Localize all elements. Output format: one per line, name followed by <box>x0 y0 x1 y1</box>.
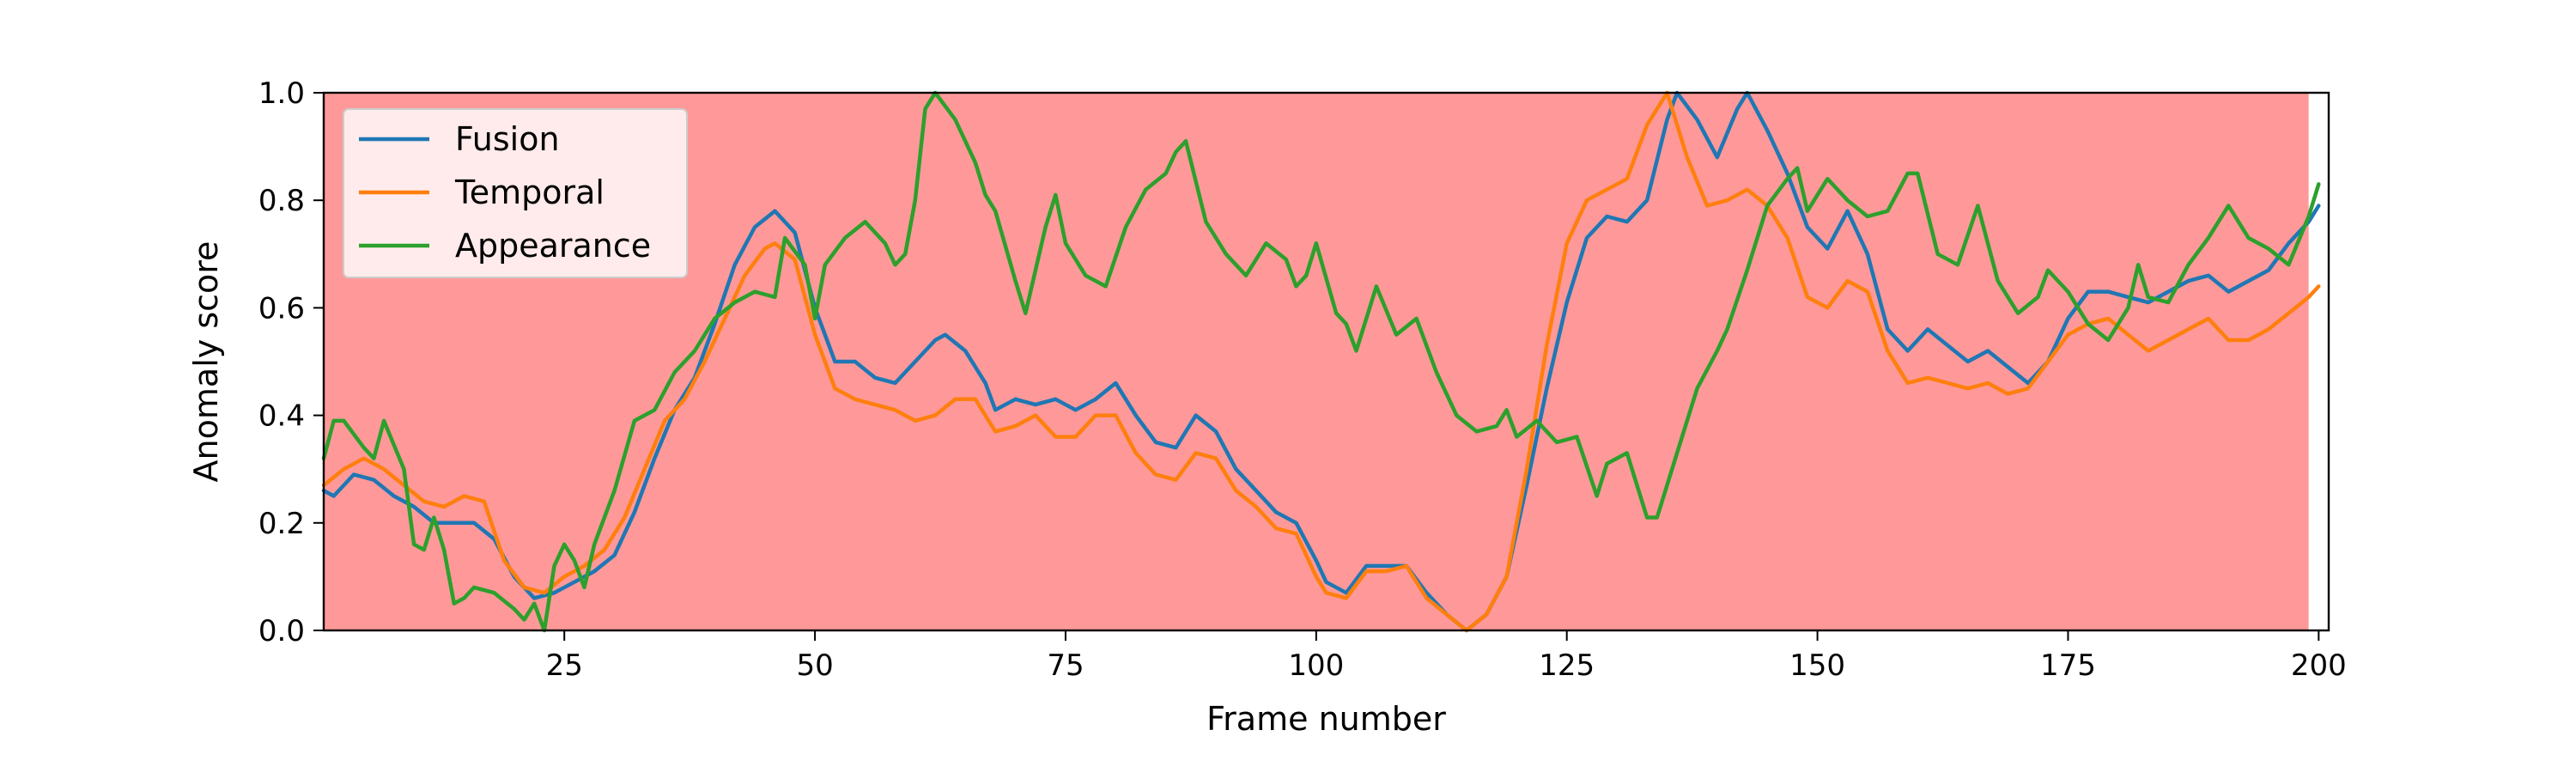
x-tick-label: 50 <box>796 648 833 683</box>
y-tick-label: 0.4 <box>258 399 305 434</box>
x-axis-ticks: 25 50 75 100 125 150 175 200 <box>546 630 2347 683</box>
y-axis-label: Anomaly score <box>187 241 225 483</box>
y-tick-label: 0.8 <box>258 184 305 218</box>
series-line-temporal <box>321 90 2321 633</box>
x-tick-label: 200 <box>2291 648 2347 683</box>
x-axis-label: Frame number <box>1206 700 1446 738</box>
x-tick-label: 75 <box>1047 648 1084 683</box>
y-axis-ticks: 0.0 0.2 0.4 0.6 0.8 1.0 <box>258 76 324 648</box>
x-tick-label: 100 <box>1288 648 1344 683</box>
series-line-fusion <box>321 90 2321 633</box>
axes-frame <box>322 91 2330 632</box>
legend-box <box>343 108 688 278</box>
x-tick-label: 175 <box>2040 648 2096 683</box>
y-tick-label: 0.2 <box>258 507 305 541</box>
legend-label: Appearance <box>455 227 651 265</box>
legend-label: Fusion <box>455 120 560 158</box>
legend-items: Fusion Temporal Appearance <box>359 120 651 265</box>
series-layer <box>321 90 2321 633</box>
y-tick-label: 0.0 <box>258 614 305 648</box>
x-tick-label: 25 <box>546 648 583 683</box>
legend-item-appearance: Appearance <box>359 227 651 265</box>
series-line-appearance <box>321 90 2321 633</box>
legend-label: Temporal <box>454 173 605 211</box>
legend: Fusion Temporal Appearance <box>343 108 688 278</box>
y-tick-label: 0.6 <box>258 291 305 326</box>
x-tick-label: 125 <box>1539 648 1595 683</box>
y-tick-label: 1.0 <box>258 76 305 111</box>
legend-item-fusion: Fusion <box>359 120 560 158</box>
legend-item-temporal: Temporal <box>359 173 605 211</box>
x-tick-label: 150 <box>1789 648 1845 683</box>
